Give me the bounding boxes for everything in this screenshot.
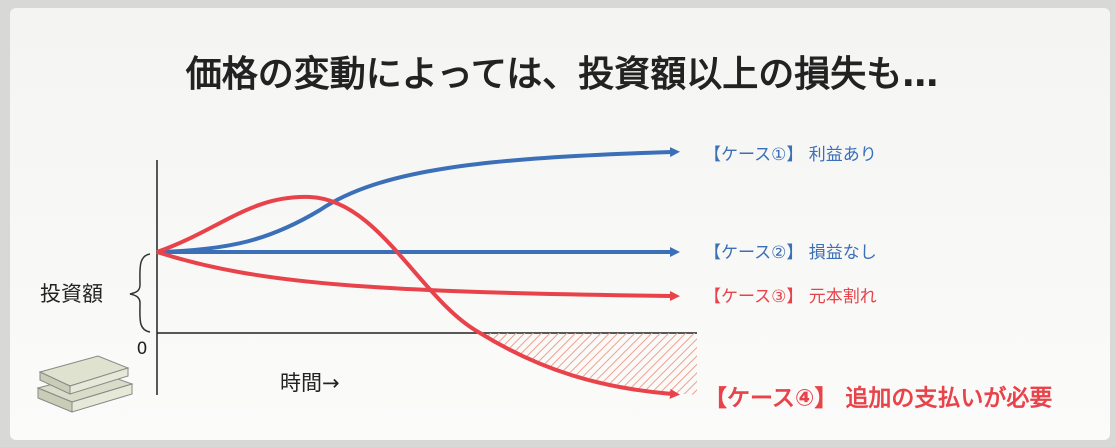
title: 価格の変動によっては、投資額以上の損失も… — [185, 53, 938, 95]
y-label: 投資額 — [40, 282, 103, 306]
case1-line — [156, 147, 680, 254]
case-label: 【ケース③】 元本割れ — [704, 287, 877, 307]
case-label: 【ケース①】 利益あり — [704, 145, 877, 165]
case4-line — [156, 194, 680, 399]
money-icon — [36, 355, 134, 413]
origin-label: 0 — [137, 339, 148, 359]
brace — [129, 253, 151, 333]
loss-area — [480, 333, 697, 395]
x-label: 時間→ — [280, 371, 340, 395]
case3-line — [156, 250, 680, 301]
panel — [10, 8, 1110, 440]
case-label: 【ケース④】 追加の支払いが必要 — [704, 385, 1052, 412]
case-label: 【ケース②】 損益なし — [704, 243, 877, 263]
